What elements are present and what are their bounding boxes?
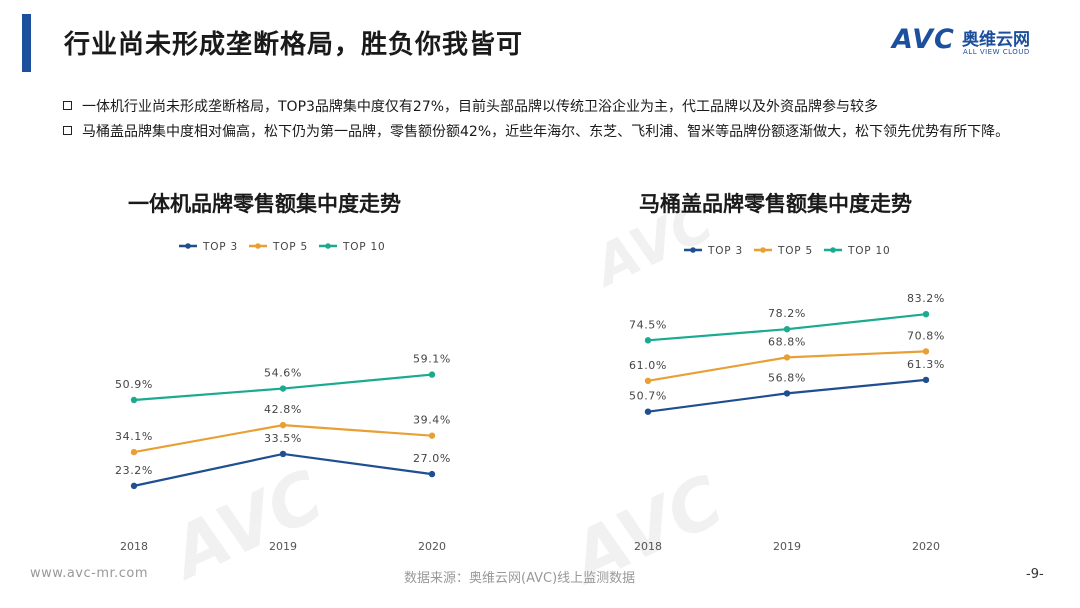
data-label-top-10-right: 78.2% [768,307,806,320]
data-label-top-10-left: 54.6% [264,367,302,380]
legend-label-top-10-left: TOP 10 [342,241,386,253]
legend-label-top-3-right: TOP 3 [707,245,743,257]
bullet-item: 马桶盖品牌集中度相对偏高，松下仍为第一品牌，零售额份额42%，近些年海尔、东芝、… [62,121,1022,143]
x-tick-label-left: 2020 [418,540,446,553]
data-point-top-5-left [428,432,436,439]
legend-label-top-5-left: TOP 5 [272,241,308,253]
data-point-top-10-left [130,396,138,404]
legend-label-top-10-right: TOP 10 [847,245,891,257]
page-title: 行业尚未形成垄断格局，胜负你我皆可 [64,30,524,60]
x-tick-label-right: 2020 [912,540,940,553]
square-bullet-icon [63,126,72,135]
data-label-top-10-right: 83.2% [907,292,945,305]
data-point-top-3-left [279,450,287,458]
bullet-text: 马桶盖品牌集中度相对偏高，松下仍为第一品牌，零售额份额42%，近些年海尔、东芝、… [82,124,1010,140]
data-label-top-5-right: 68.8% [768,335,806,348]
bullet-text: 一体机行业尚未形成垄断格局，TOP3品牌集中度仅有27%，目前头部品牌以传统卫浴… [82,99,879,115]
data-point-top-3-left [428,470,436,478]
legend-marker-top-3-left [185,243,191,249]
data-label-top-10-left: 50.9% [115,378,153,391]
legend-label-top-5-right: TOP 5 [777,245,813,257]
bullet-item: 一体机行业尚未形成垄断格局，TOP3品牌集中度仅有27%，目前头部品牌以传统卫浴… [62,96,1022,118]
data-point-top-3-right [783,390,791,397]
legend-marker-top-10-right [830,247,836,253]
data-label-top-5-left: 42.8% [264,403,302,416]
data-label-top-3-right: 61.3% [907,358,945,371]
data-label-top-10-left: 59.1% [413,353,451,366]
logo-avc-text: AVC [892,24,955,55]
x-tick-label-left: 2019 [269,540,297,553]
x-tick-label-right: 2018 [634,540,662,553]
chart-title-right: 马桶盖品牌零售额集中度走势 [639,192,912,216]
data-point-top-10-right [783,326,791,333]
data-label-top-10-right: 74.5% [629,318,667,331]
page-number: -9- [1026,567,1044,582]
series-line-top-3-left [133,452,433,487]
title-accent-bar [22,14,31,72]
legend-label-top-3-left: TOP 3 [202,241,238,253]
x-tick-label-left: 2018 [120,540,148,553]
data-label-top-5-right: 70.8% [907,329,945,342]
x-tick-label-right: 2019 [773,540,801,553]
footer-source: 数据来源：奥维云网(AVC)线上监测数据 [404,571,636,586]
chart-title-left: 一体机品牌零售额集中度走势 [128,192,401,216]
data-point-top-5-right [783,354,791,361]
data-label-top-3-right: 56.8% [768,371,806,384]
data-point-top-5-right [922,348,930,355]
data-point-top-3-left [130,482,138,490]
legend-marker-top-5-right [760,247,766,253]
data-label-top-5-right: 61.0% [629,359,667,372]
data-label-top-3-left: 33.5% [264,432,302,445]
legend-marker-top-10-left [325,243,331,249]
data-label-top-3-left: 27.0% [413,452,451,465]
data-point-top-3-right [644,408,652,415]
data-label-top-5-left: 39.4% [413,414,451,427]
data-point-top-10-left [279,385,287,392]
legend-marker-top-3-right [690,247,696,253]
logo-chinese-name: 奥维云网 [962,30,1030,50]
data-point-top-10-right [922,311,930,318]
summary-bullets: 一体机行业尚未形成垄断格局，TOP3品牌集中度仅有27%，目前头部品牌以传统卫浴… [62,96,1022,146]
footer-url: www.avc-mr.com [30,566,149,581]
data-point-top-10-right [644,337,652,344]
data-label-top-5-left: 34.1% [115,430,153,443]
avc-logo: AVC 奥维云网 ALL VIEW CLOUD [892,24,1057,60]
data-point-top-5-left [130,448,138,456]
data-point-top-5-left [279,421,287,429]
data-point-top-3-right [922,376,930,384]
data-point-top-5-right [644,377,652,384]
data-label-top-3-right: 50.7% [629,390,667,403]
legend-marker-top-5-left [255,243,261,249]
data-point-top-10-left [428,371,436,378]
square-bullet-icon [63,101,72,110]
logo-english-name: ALL VIEW CLOUD [963,48,1030,56]
data-label-top-3-left: 23.2% [115,464,153,477]
